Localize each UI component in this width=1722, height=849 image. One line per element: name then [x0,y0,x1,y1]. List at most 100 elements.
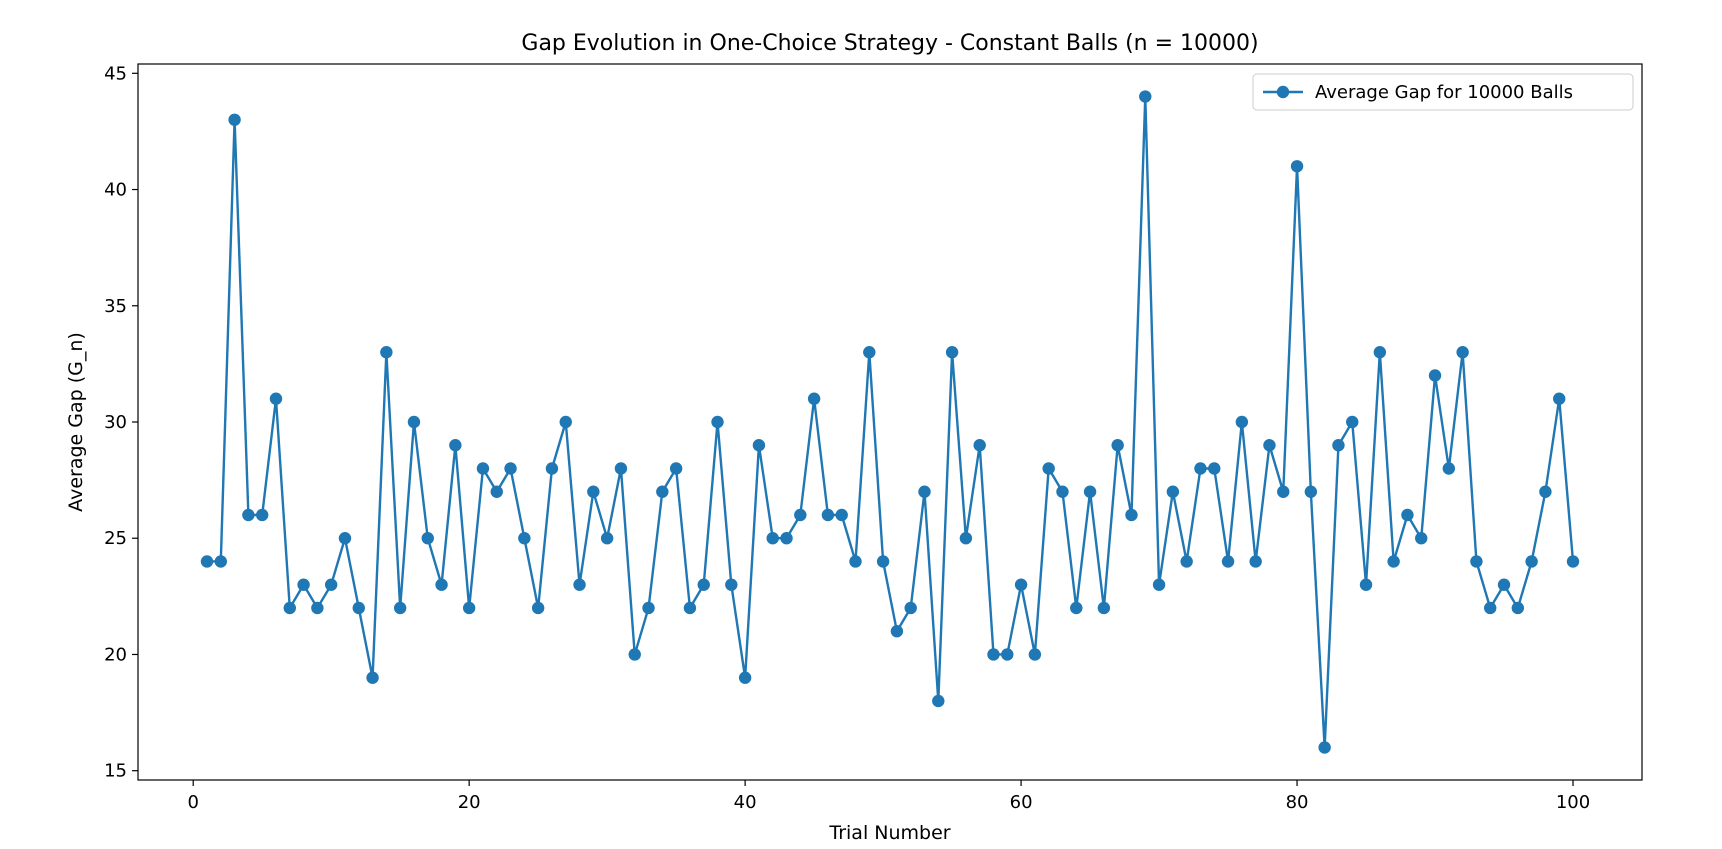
data-point [656,485,669,498]
data-point [973,439,986,452]
data-point [380,346,393,359]
data-point [1097,601,1111,615]
data-point [1539,485,1552,498]
data-point [1208,462,1221,475]
data-point [214,555,227,568]
data-point [573,578,586,591]
data-point [1484,601,1497,615]
data-point [352,601,365,615]
data-point [1001,648,1014,661]
data-point [932,694,945,708]
data-point [1290,160,1304,173]
data-point [1428,369,1442,382]
x-axis-label: Trial Number [828,822,950,844]
data-point [669,462,683,475]
data-point [1180,555,1193,568]
data-point [421,532,434,545]
data-point [269,392,283,405]
data-point [1235,415,1249,429]
data-point [807,392,821,405]
data-point [1497,578,1511,591]
data-point [711,415,724,429]
y-tick-label: 20 [104,644,127,665]
legend-marker [1276,85,1290,99]
x-tick-label: 100 [1556,792,1590,813]
data-point [449,439,462,452]
data-point [255,508,269,522]
plot-area: 0 20 40 60 80 100 15 20 25 30 35 40 45 [104,63,1643,813]
data-point [1442,462,1456,475]
data-point [435,578,448,591]
data-point [228,113,241,126]
data-point [904,601,917,615]
data-point [835,508,848,522]
data-point [1553,392,1566,405]
data-point [1056,485,1069,498]
data-point [1401,508,1414,522]
data-point [462,601,476,615]
y-tick-label: 30 [104,412,127,433]
series-line [206,95,1575,749]
data-point [1249,555,1262,568]
data-point [1373,346,1387,359]
y-tick-label: 25 [104,528,127,549]
data-point [407,415,421,429]
data-point [628,648,641,661]
legend-label: Average Gap for 10000 Balls [1315,82,1573,103]
data-point [849,555,862,568]
data-point [366,671,379,684]
data-point [1318,741,1331,754]
data-point [518,532,531,545]
data-point [1387,555,1400,568]
data-point [1346,415,1359,429]
y-tick-label: 40 [104,180,127,201]
data-point [1566,555,1580,568]
x-tick-label: 20 [458,792,481,813]
data-point [1304,485,1318,498]
data-point [1221,555,1235,568]
data-point [1525,555,1538,568]
data-point [821,508,835,522]
y-tick-label: 35 [104,296,127,317]
data-point [311,601,324,615]
data-point [1511,601,1525,615]
chart-title: Gap Evolution in One-Choice Strategy - C… [521,31,1258,56]
data-point [338,532,352,545]
data-point [1415,532,1428,545]
x-tick-label: 40 [734,792,757,813]
data-point [531,601,545,615]
data-point [890,625,904,638]
data-point [559,415,572,429]
x-tick-label: 0 [187,792,198,813]
legend: Average Gap for 10000 Balls [1252,73,1634,111]
legend-box [1252,73,1634,111]
data-point [642,601,655,615]
data-point [1166,485,1180,498]
data-point [1152,578,1166,591]
data-point [1070,601,1083,615]
data-point [683,601,697,615]
data-point [600,532,614,545]
data-point [945,346,959,359]
data-point [697,578,710,591]
data-point [766,532,779,545]
data-point [1139,90,1152,103]
data-point [1111,439,1124,452]
data-point [1332,439,1345,452]
data-point [959,532,973,545]
data-point [1042,462,1055,475]
data-point [1194,462,1207,475]
data-point [545,462,559,475]
data-point [752,439,766,452]
data-point [1456,346,1469,359]
data-point [504,462,517,475]
data-point [876,555,890,568]
data-point [614,462,628,475]
data-point [283,601,296,615]
data-point [1028,648,1042,661]
data-point [1359,578,1373,591]
x-tick-label: 80 [1286,792,1309,813]
data-point [780,532,793,545]
